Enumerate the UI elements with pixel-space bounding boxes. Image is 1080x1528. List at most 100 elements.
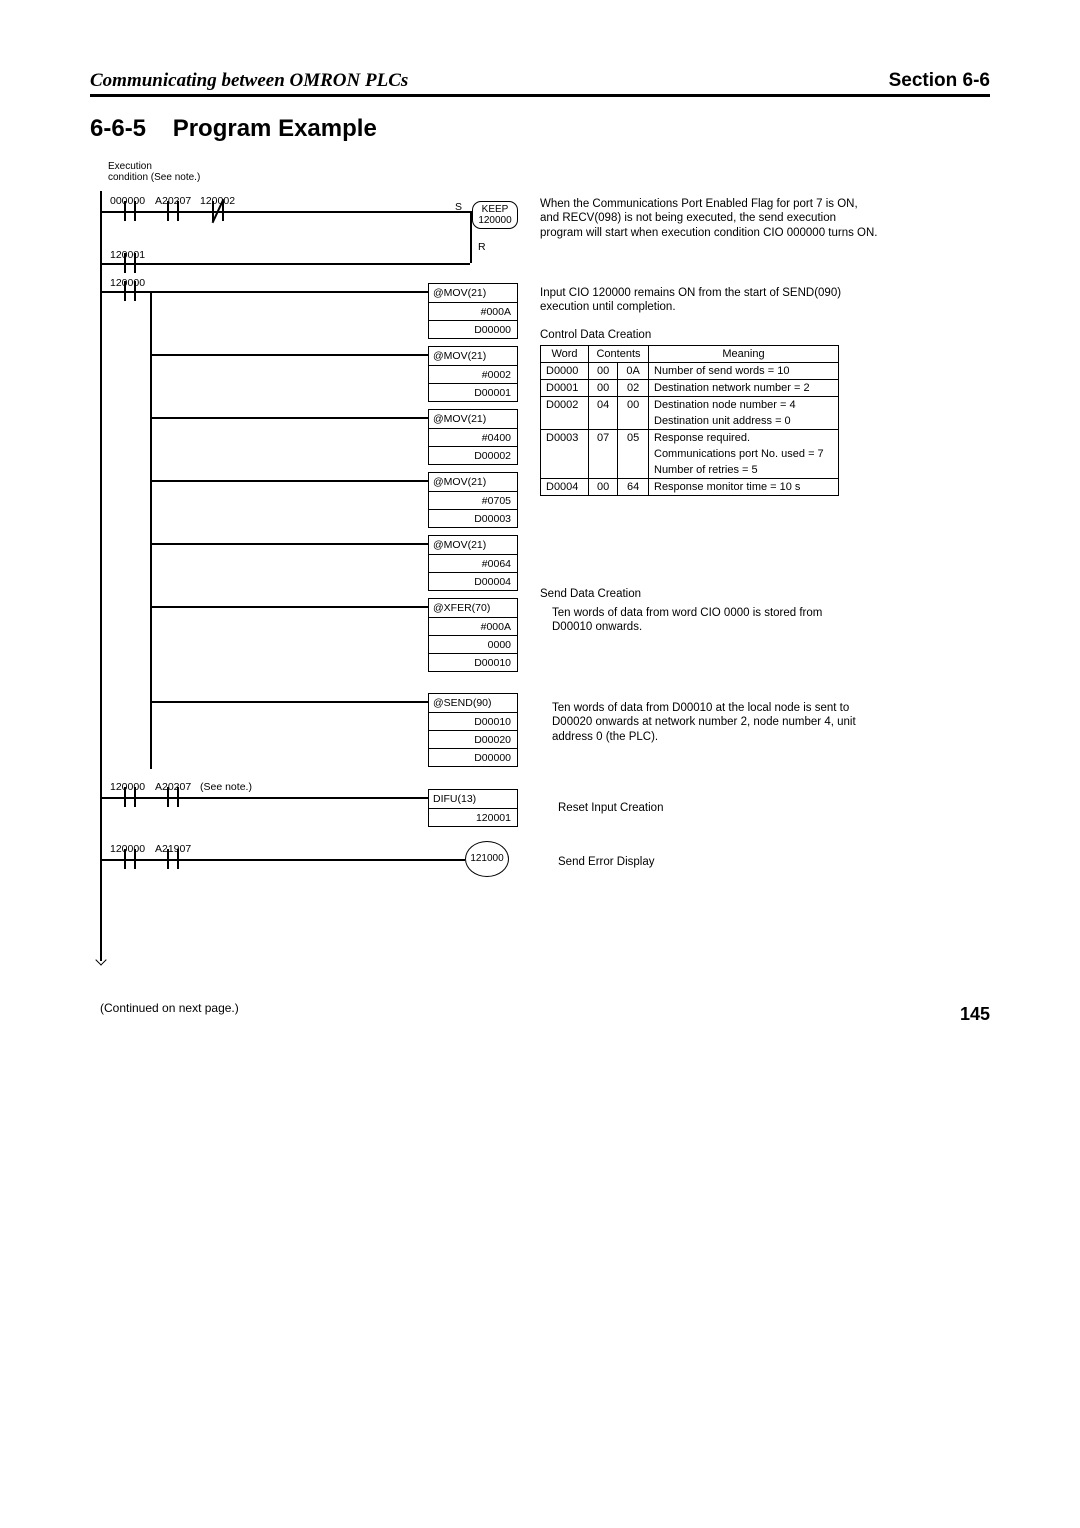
cell: 64 xyxy=(618,479,649,496)
contact-no xyxy=(115,851,145,867)
cell: 00 xyxy=(589,363,618,380)
send-block: @SEND(90) D00010 D00020 D00000 xyxy=(428,693,518,767)
send-data-title: Send Data Creation xyxy=(540,588,641,600)
cell: 00 xyxy=(589,380,618,397)
continued-note: (Continued on next page.) xyxy=(100,1001,990,1015)
rung4-line xyxy=(100,797,428,799)
xfer-block: @XFER(70) #000A 0000 D00010 xyxy=(428,598,518,672)
difu-a: 120001 xyxy=(429,808,517,826)
xfer-b: 0000 xyxy=(429,635,517,653)
difu-block: DIFU(13) 120001 xyxy=(428,789,518,827)
reset-desc: Reset Input Creation xyxy=(558,801,858,815)
desc-2: Input CIO 120000 remains ON from the sta… xyxy=(540,286,860,315)
send-h xyxy=(150,701,428,703)
mov-block-2: @MOV(21) #0400 D00002 xyxy=(428,409,518,465)
mov-a: #0400 xyxy=(429,428,517,446)
mov-op: @MOV(21) xyxy=(429,473,517,491)
keep-block: KEEP 120000 xyxy=(472,201,518,229)
page: Communicating between OMRON PLCs Section… xyxy=(0,0,1080,1065)
heading-text: Program Example xyxy=(173,115,377,142)
cell: D0003 xyxy=(541,430,589,479)
rail-arrow xyxy=(95,954,106,965)
mov-a: #0705 xyxy=(429,491,517,509)
mov-b: D00003 xyxy=(429,509,517,527)
mov-a: #0002 xyxy=(429,365,517,383)
cell: 00 xyxy=(618,397,649,430)
mov0-h xyxy=(150,291,428,293)
rung3-vline xyxy=(150,291,152,769)
cell: Destination network number = 2 xyxy=(649,380,839,397)
xfer-op: @XFER(70) xyxy=(429,599,517,617)
heading-number: 6-6-5 xyxy=(90,115,146,142)
xfer-a: #000A xyxy=(429,617,517,635)
cell: 02 xyxy=(618,380,649,397)
cell: 05 xyxy=(618,430,649,479)
contact-no xyxy=(115,203,145,219)
th-word: Word xyxy=(541,346,589,363)
contact-no xyxy=(115,789,145,805)
mov-b: D00004 xyxy=(429,572,517,590)
send-b: D00020 xyxy=(429,730,517,748)
mov-block-0: @MOV(21) #000A D00000 xyxy=(428,283,518,339)
page-number: 145 xyxy=(960,1004,990,1025)
desc-1: When the Communications Port Enabled Fla… xyxy=(540,197,880,240)
keep-vline xyxy=(470,211,472,263)
send-op: @SEND(90) xyxy=(429,694,517,712)
th-contents: Contents xyxy=(589,346,649,363)
section-heading: 6-6-5 Program Example xyxy=(90,115,990,143)
cell: Number of send words = 10 xyxy=(649,363,839,380)
mov-block-4: @MOV(21) #0064 D00004 xyxy=(428,535,518,591)
send-a: D00010 xyxy=(429,712,517,730)
mov3-h xyxy=(150,480,428,482)
mov-op: @MOV(21) xyxy=(429,410,517,428)
contact-no xyxy=(158,203,188,219)
cell: D0000 xyxy=(541,363,589,380)
r-label: R xyxy=(478,241,486,253)
send-c: D00000 xyxy=(429,748,517,766)
cell: Number of retries = 5 xyxy=(649,462,839,479)
mov-block-3: @MOV(21) #0705 D00003 xyxy=(428,472,518,528)
send-data-desc: Ten words of data from word CIO 0000 is … xyxy=(552,606,852,635)
cell: D0004 xyxy=(541,479,589,496)
ctrl-title: Control Data Creation xyxy=(540,329,651,341)
cell: 0A xyxy=(618,363,649,380)
mov-op: @MOV(21) xyxy=(429,284,517,302)
mov4-h xyxy=(150,543,428,545)
header-line: Communicating between OMRON PLCs Section… xyxy=(90,70,990,97)
left-rail xyxy=(100,191,102,961)
s-label: S xyxy=(455,201,462,213)
difu-op: DIFU(13) xyxy=(429,790,517,808)
contact-no xyxy=(158,851,188,867)
cell: Response required. xyxy=(649,430,839,447)
cell: Communications port No. used = 7 xyxy=(649,446,839,462)
mov-op: @MOV(21) xyxy=(429,536,517,554)
header-right: Section 6-6 xyxy=(889,70,990,92)
error-desc: Send Error Display xyxy=(558,855,858,869)
contact-no xyxy=(115,255,145,271)
cell: D0001 xyxy=(541,380,589,397)
cell: Destination unit address = 0 xyxy=(649,413,839,430)
send-net-desc: Ten words of data from D00010 at the loc… xyxy=(552,701,872,744)
xfer-h xyxy=(150,606,428,608)
keep-top: KEEP xyxy=(477,204,513,215)
mov-a: #000A xyxy=(429,302,517,320)
rung5-line xyxy=(100,859,465,861)
mov-b: D00002 xyxy=(429,446,517,464)
xfer-c: D00010 xyxy=(429,653,517,671)
keep-bot: 120000 xyxy=(477,215,513,226)
rung1-line xyxy=(100,211,470,213)
contact-no xyxy=(158,789,188,805)
th-meaning: Meaning xyxy=(649,346,839,363)
mov-b: D00000 xyxy=(429,320,517,338)
cell: 00 xyxy=(589,479,618,496)
cell: D0002 xyxy=(541,397,589,430)
output-coil: 121000 xyxy=(465,841,509,877)
cell: 07 xyxy=(589,430,618,479)
mov-block-1: @MOV(21) #0002 D00001 xyxy=(428,346,518,402)
cell: Response monitor time = 10 s xyxy=(649,479,839,496)
cell: Destination node number = 4 xyxy=(649,397,839,414)
exec-note: Execution condition (See note.) xyxy=(108,161,200,183)
header-left: Communicating between OMRON PLCs xyxy=(90,70,408,92)
rung2-line xyxy=(100,263,470,265)
cell: 04 xyxy=(589,397,618,430)
